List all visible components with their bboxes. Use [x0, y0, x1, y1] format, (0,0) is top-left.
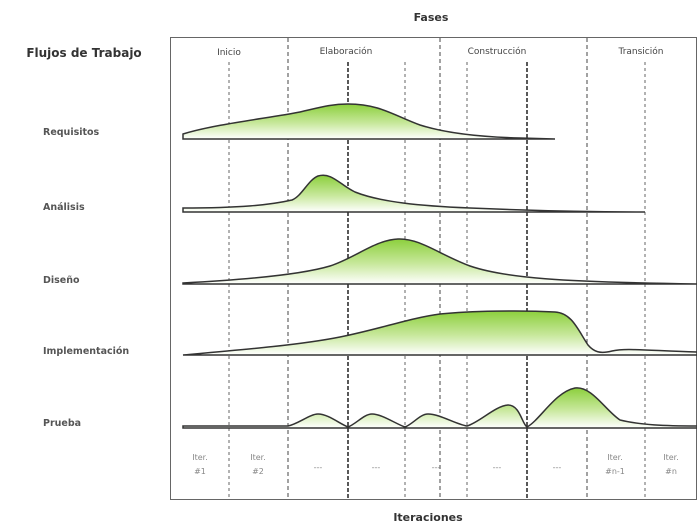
iteration-labels: Iter. #1 Iter. #2 --- --- --- --- --- It…	[192, 453, 679, 476]
analisis-effort-curve	[182, 174, 646, 213]
workflow-label-diseno: Diseño	[43, 275, 80, 286]
iteration-label: #1	[194, 467, 206, 476]
workflows-title: Flujos de Trabajo	[26, 46, 141, 60]
phase-label-construccion: Construcción	[468, 46, 527, 57]
iteration-label: ---	[432, 463, 441, 472]
workflow-label-analisis: Análisis	[43, 202, 85, 213]
phase-label-transicion: Transición	[618, 46, 664, 57]
phase-labels: Inicio Elaboración Construcción Transici…	[217, 46, 663, 58]
phases-title: Fases	[414, 11, 449, 24]
iterations-title: Iteraciones	[393, 511, 463, 524]
iteration-label: Iter.	[250, 453, 266, 462]
phase-label-elaboracion: Elaboración	[320, 46, 373, 57]
iteration-label: #n	[665, 467, 677, 476]
iteration-label: ---	[372, 463, 381, 472]
workflow-label-implementacion: Implementación	[43, 346, 129, 357]
workflow-label-requisitos: Requisitos	[43, 127, 100, 138]
workflow-label-prueba: Prueba	[43, 418, 81, 429]
workflow-labels: Requisitos Análisis Diseño Implementació…	[43, 127, 129, 429]
iteration-label: ---	[493, 463, 502, 472]
iteration-label: ---	[314, 463, 323, 472]
diseno-effort-curve	[182, 238, 697, 285]
iteration-label: Iter.	[607, 453, 623, 462]
iteration-label: Iter.	[192, 453, 208, 462]
iteration-label: Iter.	[663, 453, 679, 462]
implementacion-effort-curve	[182, 310, 697, 356]
iteration-label: #n-1	[605, 467, 625, 476]
iteration-label: #2	[252, 467, 264, 476]
prueba-effort-curve	[182, 387, 697, 429]
phase-label-inicio: Inicio	[217, 48, 241, 58]
iteration-label: ---	[553, 463, 562, 472]
requisitos-effort-curve	[182, 103, 556, 140]
